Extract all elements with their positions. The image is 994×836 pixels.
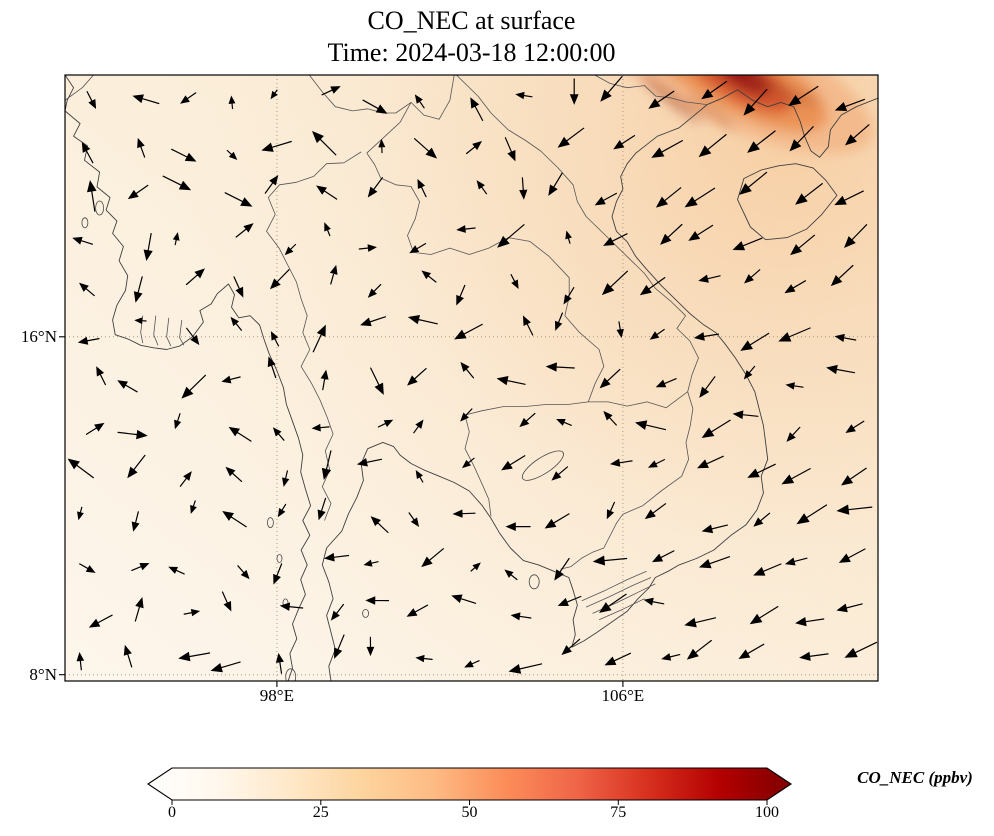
y-tick-label-8n: 8°N: [29, 664, 57, 684]
colorbar-ticks: [171, 800, 768, 805]
plot-frame: [64, 74, 879, 682]
colorbar: [147, 767, 792, 801]
chart-time-subtitle: Time: 2024-03-18 12:00:00: [327, 38, 616, 67]
colorbar-tick-100: 100: [755, 804, 779, 821]
co-plume: [579, 75, 874, 154]
x-tick-label-106e: 106°E: [601, 686, 645, 705]
axis-ticks: [59, 336, 624, 687]
coastlines: [65, 75, 878, 681]
colorbar-tick-75: 75: [610, 804, 627, 821]
colorbar-label: CO_NEC (ppbv): [857, 768, 973, 787]
map-canvas: [65, 75, 878, 681]
colorbar-tick-50: 50: [461, 804, 478, 821]
y-tick-label-16n: 16°N: [20, 326, 57, 346]
wind-arrows: [67, 76, 878, 674]
colorbar-tick-25: 25: [312, 804, 329, 821]
colorbar-tick-0: 0: [168, 804, 176, 821]
islands: [81, 200, 564, 681]
tonle-sap-lake: [521, 450, 564, 481]
chart-title: CO_NEC at surface: [367, 6, 576, 35]
x-tick-label-98e: 98°E: [259, 686, 294, 705]
